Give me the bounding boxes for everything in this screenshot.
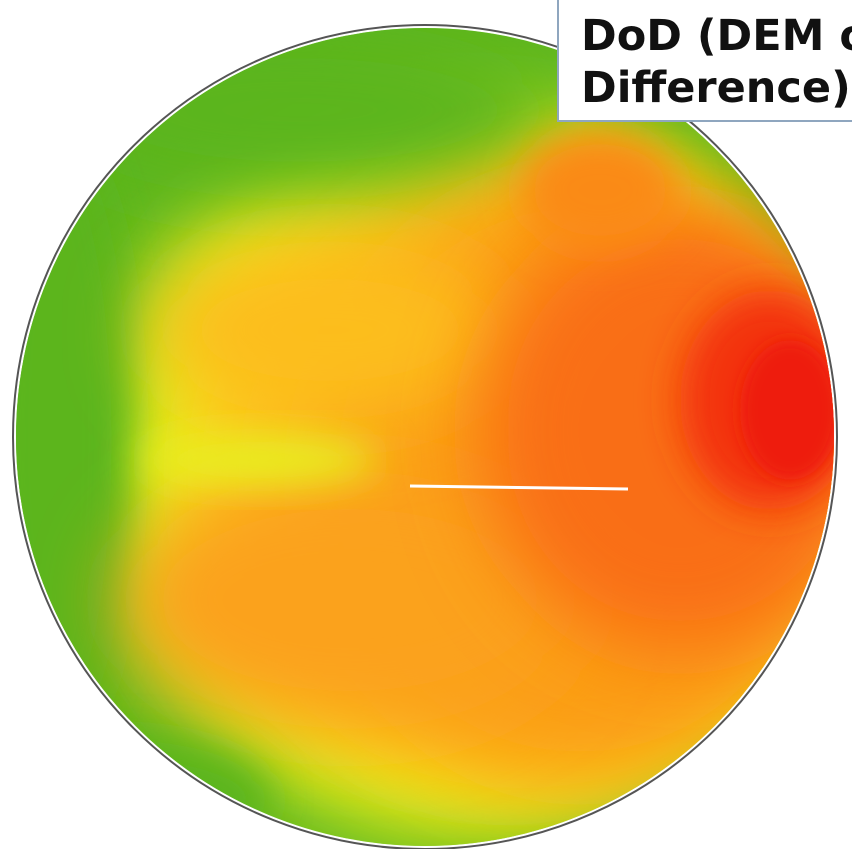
label-line: Difference) [581,62,852,114]
page: DoD (DEM of Difference) (() => { const d… [0,0,852,849]
viewport: DoD (DEM of Difference) [0,0,852,849]
label-line: DoD (DEM of [581,10,852,62]
dod-raster [0,0,852,849]
label-box: DoD (DEM of Difference) [557,0,852,122]
